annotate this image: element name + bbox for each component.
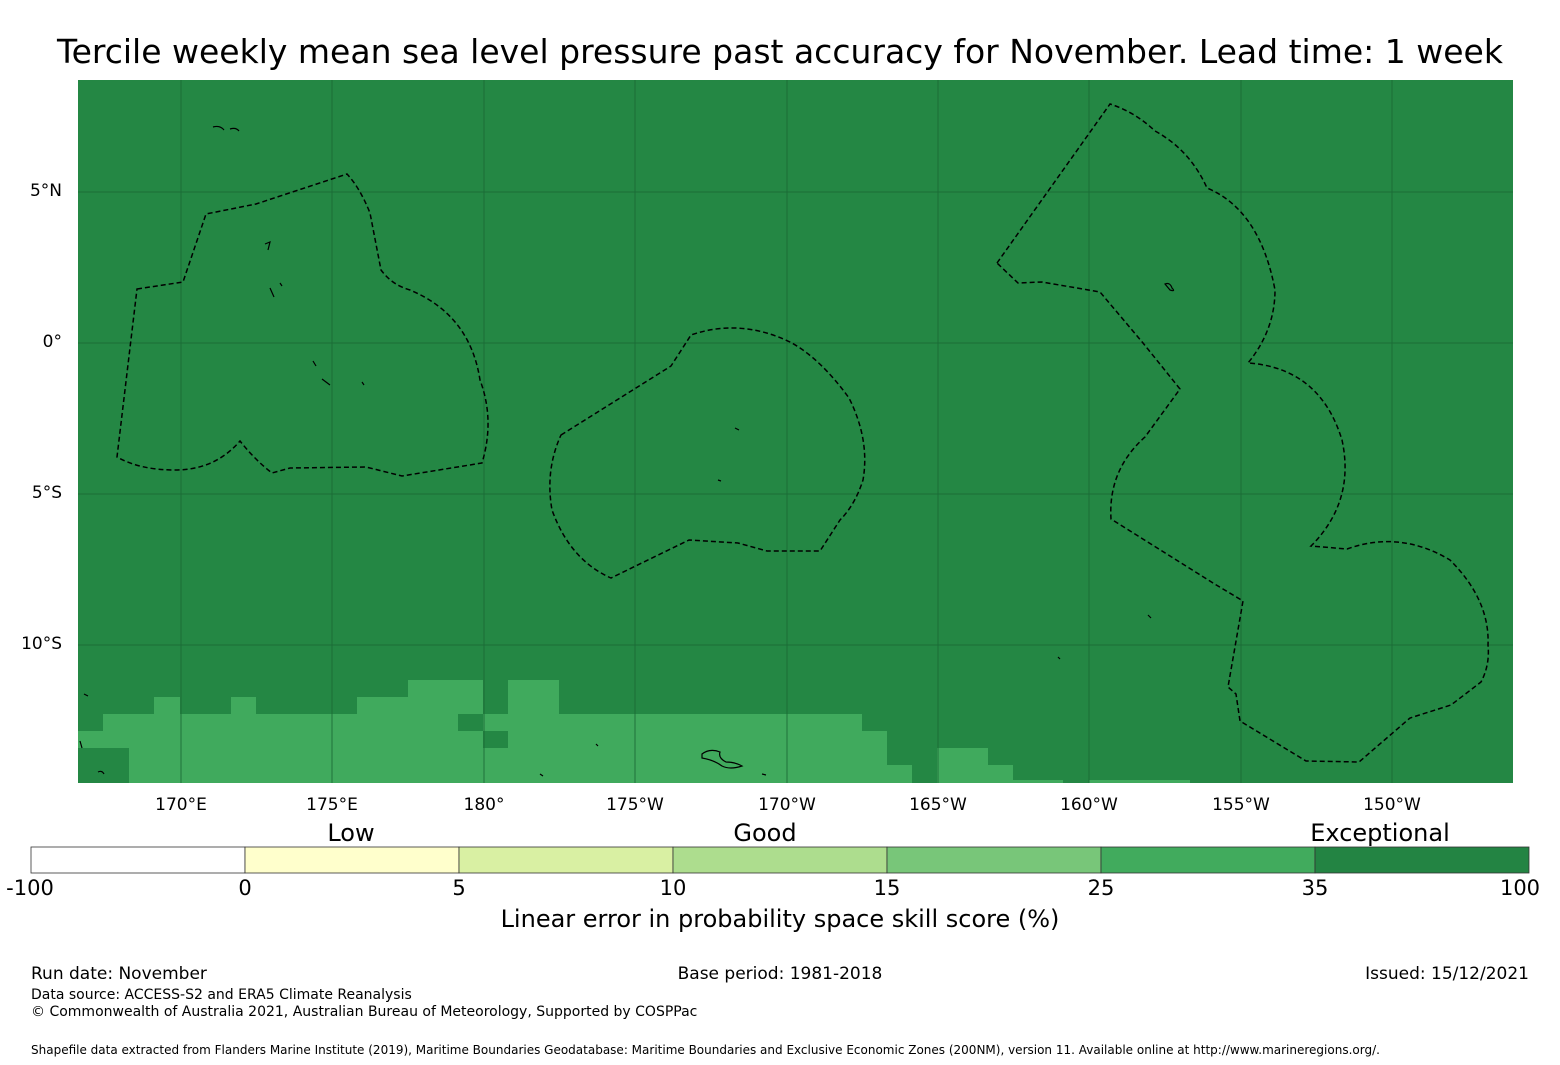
colorbar-segment — [30, 846, 246, 874]
map-title: Tercile weekly mean sea level pressure p… — [57, 32, 1503, 71]
lon-label-170e: 170°E — [155, 795, 207, 815]
colorbar-tick: 25 — [1087, 876, 1115, 900]
category-low: Low — [327, 819, 375, 847]
lat-label-10s: 10°S — [21, 634, 62, 654]
shapefile-credit: Shapefile data extracted from Flanders M… — [31, 1043, 1380, 1057]
lon-label-155w: 155°W — [1212, 795, 1270, 815]
eez-kiribati-phoenix — [549, 327, 866, 579]
lon-label-170w: 170°W — [758, 795, 816, 815]
colorbar-tick: 5 — [452, 876, 466, 900]
map-background — [78, 80, 1513, 783]
lon-label-175w: 175°W — [606, 795, 664, 815]
colorbar-title: Linear error in probability space skill … — [500, 905, 1060, 933]
colorbar-segment — [886, 846, 1102, 874]
skill-band-dark-notch — [78, 714, 508, 783]
colorbar-tick: 100 — [1499, 876, 1541, 900]
colorbar-segment — [244, 846, 460, 874]
coastlines — [79, 125, 1175, 777]
colorbar-tick: 35 — [1301, 876, 1329, 900]
colorbar-tick: -100 — [6, 876, 54, 900]
eez-boundaries — [116, 103, 1490, 763]
lon-label-165w: 165°W — [909, 795, 967, 815]
lon-label-160w: 160°W — [1060, 795, 1118, 815]
data-source: Data source: ACCESS-S2 and ERA5 Climate … — [31, 987, 412, 1003]
eez-kiribati-gilbert — [116, 173, 489, 477]
lon-label-180: 180° — [463, 795, 505, 815]
skill-band-east — [937, 748, 1190, 783]
island-tuvalu — [212, 125, 240, 132]
colorbar — [30, 846, 1530, 874]
lon-label-175e: 175°E — [306, 795, 358, 815]
colorbar-segment — [672, 846, 888, 874]
colorbar-tick: 15 — [873, 876, 901, 900]
island-samoa-savaii — [701, 749, 744, 769]
map-canvas — [78, 80, 1513, 783]
colorbar-segment — [1314, 846, 1530, 874]
colorbar-segment — [1100, 846, 1316, 874]
run-date: Run date: November — [31, 964, 207, 984]
colorbar-tick: 10 — [659, 876, 687, 900]
lon-label-150w: 150°W — [1363, 795, 1421, 815]
lat-label-0: 0° — [42, 332, 62, 352]
category-exceptional: Exceptional — [1310, 819, 1450, 847]
lat-label-5n: 5°N — [29, 181, 62, 201]
base-period: Base period: 1981-2018 — [677, 964, 883, 984]
issued-date: Issued: 15/12/2021 — [1365, 964, 1529, 984]
eez-kiribati-line — [996, 103, 1490, 763]
graticule — [78, 80, 1513, 783]
island-kiritimati — [1164, 282, 1175, 292]
copyright: © Commonwealth of Australia 2021, Austra… — [31, 1004, 698, 1020]
category-good: Good — [733, 819, 797, 847]
colorbar-tick: 0 — [238, 876, 252, 900]
island-tonga — [79, 740, 105, 775]
island-misc — [83, 360, 1152, 777]
lat-label-5s: 5°S — [31, 483, 62, 503]
island-tarawa — [264, 241, 283, 298]
colorbar-segment — [458, 846, 674, 874]
skill-band-layer — [78, 680, 1190, 783]
